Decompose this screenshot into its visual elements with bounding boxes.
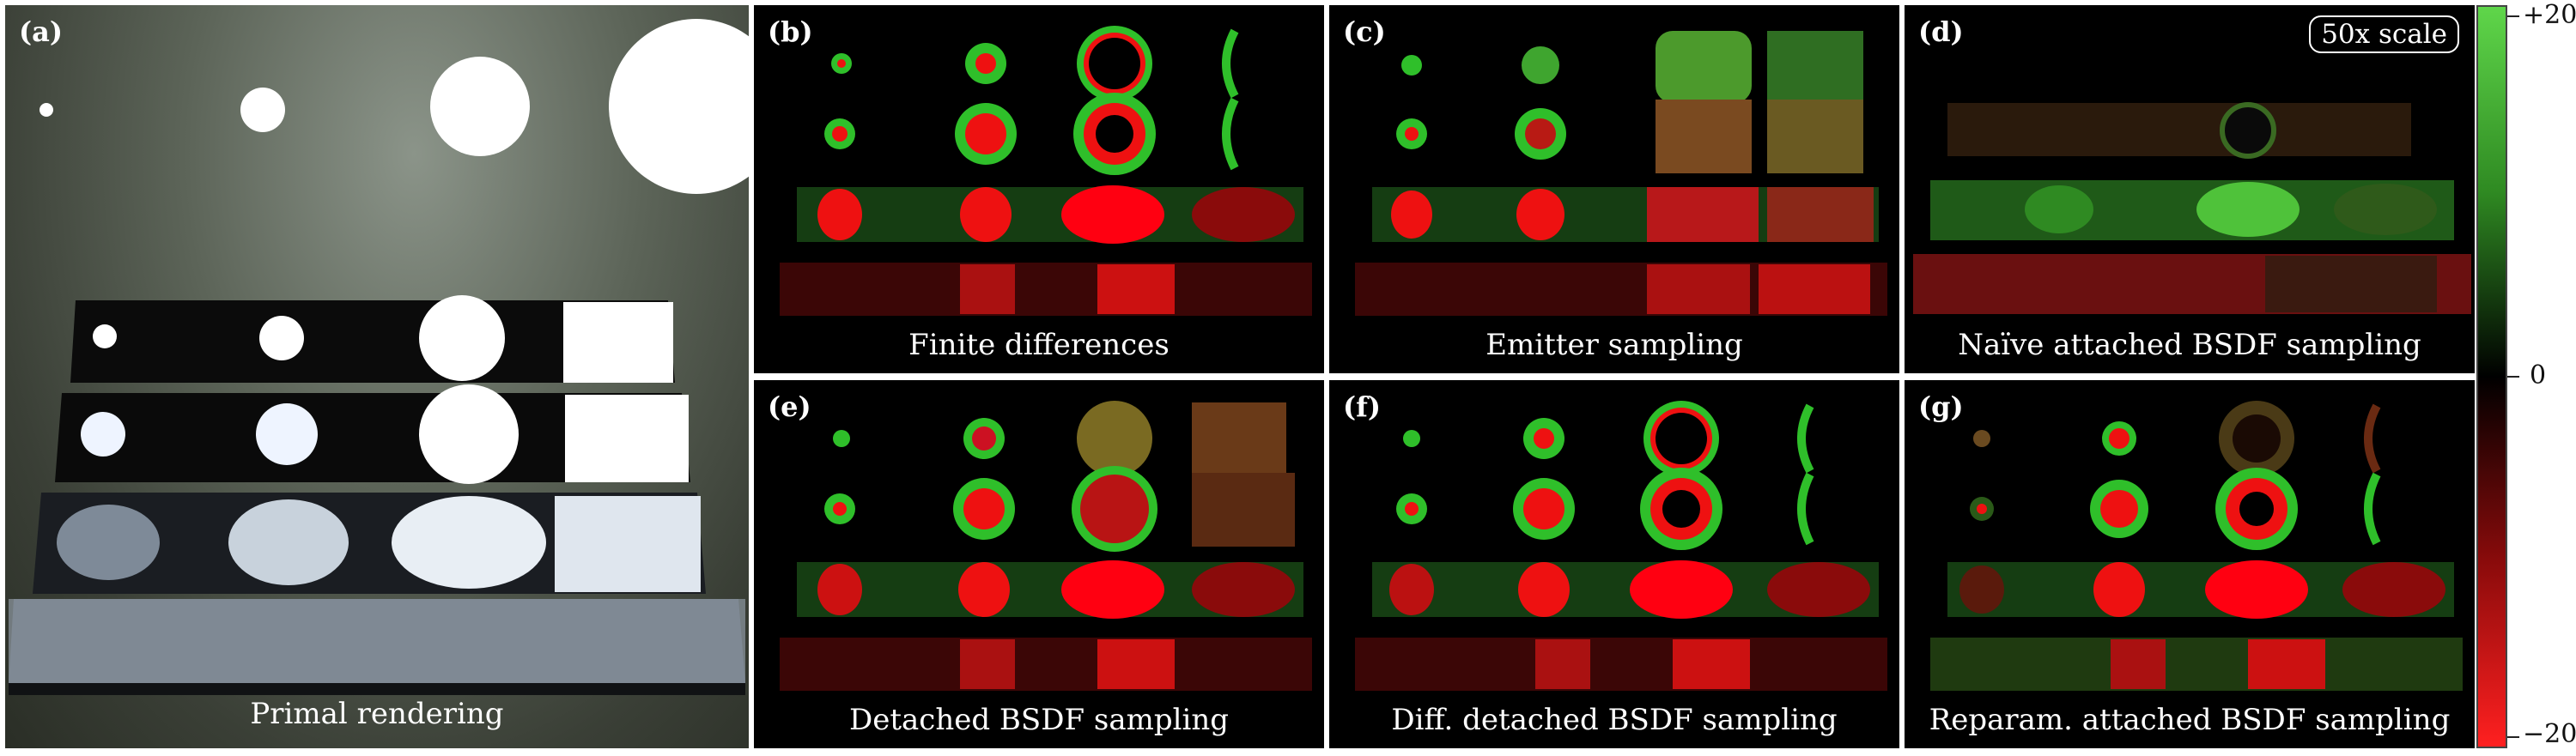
derivative-image-e — [780, 401, 1312, 691]
colorbar — [2476, 5, 2507, 748]
panel-label-e: (e) — [768, 390, 811, 423]
colorbar-tick-bottom — [2507, 736, 2519, 738]
panel-label-b: (b) — [768, 15, 813, 48]
plate-1 — [70, 300, 675, 383]
panel-a-primal-rendering: (a) Primal rendering — [5, 5, 749, 748]
panel-e-detached: (e) Detached BSDF sampling — [754, 380, 1324, 748]
derivative-image-f — [1355, 401, 1887, 691]
caption-g: Reparam. attached BSDF sampling — [1929, 703, 2451, 737]
light-2 — [240, 88, 285, 132]
caption-c: Emitter sampling — [1485, 328, 1743, 362]
panel-c-emitter-sampling: (c) Emitter sampling — [1329, 5, 1899, 373]
plate-3 — [33, 493, 706, 594]
colorbar-tick-mid — [2507, 376, 2519, 378]
colorbar-label-mid: 0 — [2530, 360, 2547, 390]
derivative-image-g — [1930, 401, 2463, 691]
caption-b: Finite differences — [908, 328, 1170, 362]
light-1 — [39, 103, 53, 117]
caption-d: Naïve attached BSDF sampling — [1958, 328, 2421, 362]
caption-f: Diff. detached BSDF sampling — [1391, 703, 1838, 737]
derivative-image-d — [1913, 102, 2471, 314]
light-3 — [430, 57, 530, 156]
scale-badge: 50x scale — [2309, 15, 2459, 53]
primal-scene — [9, 19, 749, 695]
panel-b-finite-differences: (b) Finite differences — [754, 5, 1324, 373]
caption-a: Primal rendering — [250, 697, 504, 731]
panel-label-a: (a) — [19, 15, 64, 48]
panel-label-d: (d) — [1918, 15, 1964, 48]
panel-label-g: (g) — [1918, 390, 1964, 423]
colorbar-label-top: +20 — [2523, 0, 2576, 30]
plate-2 — [55, 393, 690, 482]
derivative-image-b — [780, 26, 1312, 316]
panel-d-naive-attached: (d) 50x scale Naïve attached BSDF sampli… — [1905, 5, 2475, 373]
panel-g-reparam-attached: (g) Reparam. attached BSDF sampling — [1905, 380, 2475, 748]
derivative-image-c — [1355, 31, 1887, 316]
panel-f-diff-detached: (f) Diff. detached BSDF sampling — [1329, 380, 1899, 748]
colorbar-tick-top — [2507, 15, 2519, 17]
caption-e: Detached BSDF sampling — [848, 703, 1230, 737]
panel-label-f: (f) — [1343, 390, 1382, 423]
colorbar-label-bottom: −20 — [2523, 719, 2576, 749]
panel-label-c: (c) — [1343, 15, 1386, 48]
light-4 — [609, 19, 749, 194]
